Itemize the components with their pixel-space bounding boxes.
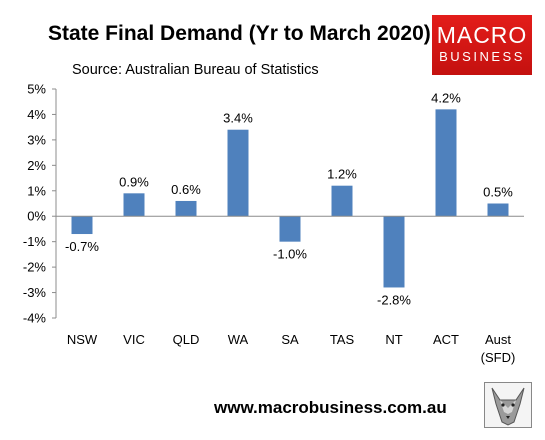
bar: [487, 203, 509, 217]
bar: [123, 193, 145, 217]
y-tick-label: 3%: [27, 132, 46, 147]
y-tick-label: 1%: [27, 183, 46, 198]
logo-line-2: BUSINESS: [439, 49, 525, 64]
x-tick-label: NT: [385, 332, 402, 347]
x-tick-label: WA: [228, 332, 249, 347]
y-tick-label: -1%: [23, 234, 47, 249]
data-label: 3.4%: [223, 111, 253, 126]
bar: [71, 216, 93, 235]
x-tick-label: SA: [281, 332, 299, 347]
x-tick-label: ACT: [433, 332, 459, 347]
data-label: -0.7%: [65, 239, 99, 254]
data-label: 0.5%: [483, 185, 513, 200]
x-tick-label: Aust (SFD): [481, 332, 516, 365]
bar: [331, 185, 353, 217]
y-tick-label: 5%: [27, 82, 46, 97]
y-tick-label: 0%: [27, 209, 46, 224]
bar: [383, 216, 405, 288]
y-tick-label: -2%: [23, 260, 47, 275]
y-tick-label: -3%: [23, 285, 47, 300]
bar: [279, 216, 301, 242]
x-tick-label: QLD: [173, 332, 200, 347]
wolf-logo-icon: [484, 382, 532, 428]
bar: [175, 200, 197, 217]
chart-source: Source: Australian Bureau of Statistics: [72, 62, 319, 78]
y-tick-label: -4%: [23, 311, 47, 326]
data-label: 0.9%: [119, 174, 149, 189]
data-label: -2.8%: [377, 292, 411, 307]
chart-title: State Final Demand (Yr to March 2020): [48, 22, 431, 45]
data-label: -1.0%: [273, 247, 307, 262]
data-label: 1.2%: [327, 167, 357, 182]
x-tick-label: TAS: [330, 332, 355, 347]
bar: [435, 109, 457, 217]
logo-line-1: MACRO: [436, 22, 528, 48]
data-label: 4.2%: [431, 90, 461, 105]
data-label: 0.6%: [171, 182, 201, 197]
x-tick-label: NSW: [67, 332, 98, 347]
website-url: www.macrobusiness.com.au: [214, 398, 447, 417]
macrobusiness-logo: MACRO BUSINESS: [432, 15, 532, 75]
y-tick-label: 2%: [27, 158, 46, 173]
y-tick-label: 4%: [27, 107, 46, 122]
bar: [227, 129, 249, 217]
x-tick-label: VIC: [123, 332, 145, 347]
